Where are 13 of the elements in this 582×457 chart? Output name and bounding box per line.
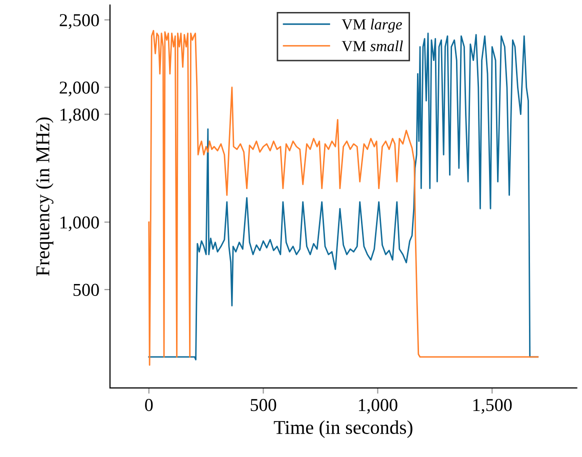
legend-label: VM small [342,40,403,52]
x-axis-title: Time (in seconds) [274,420,412,438]
y-tick-label: 2,000 [60,82,99,96]
y-axis-title: Frequency (in MHz) [36,117,54,276]
x-tick-label: 1,500 [473,398,512,414]
x-tick-label: 500 [250,398,276,412]
x-tick-label: 1,000 [358,398,398,414]
x-tick-label: 0 [145,398,153,412]
y-tick-label: 1,800 [60,108,99,124]
legend-label: VM large [342,18,402,33]
y-tick-label: 1,000 [60,216,99,232]
y-tick-label: 2,500 [60,14,99,29]
y-tick-label: 500 [74,284,99,296]
